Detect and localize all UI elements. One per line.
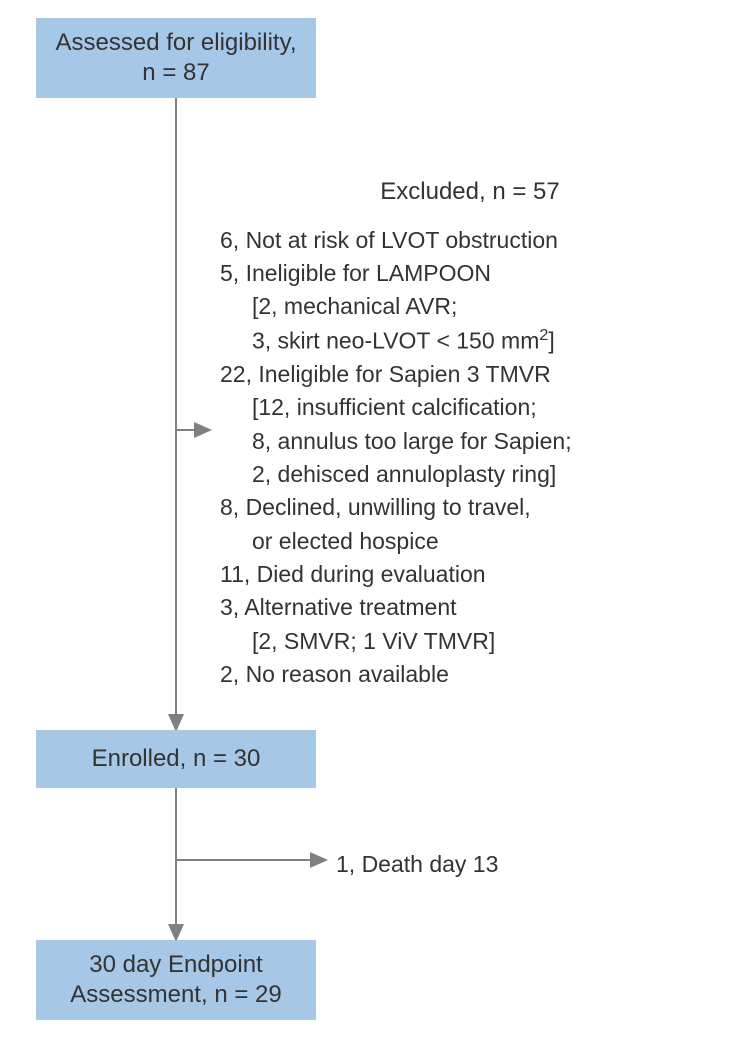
side-death: 1, Death day 13 [336, 848, 498, 881]
excluded-item: 5, Ineligible for LAMPOON [220, 257, 720, 290]
node-endpoint-line1: 30 day Endpoint [50, 950, 302, 980]
node-assessed-line2: n = 87 [50, 58, 302, 88]
node-enrolled-line1: Enrolled, n = 30 [50, 744, 302, 774]
excluded-title: Excluded, n = 57 [220, 175, 720, 210]
excluded-item: 11, Died during evaluation [220, 558, 720, 591]
death-item: 1, Death day 13 [336, 848, 498, 881]
excluded-item: 2, dehisced annuloplasty ring] [220, 458, 720, 491]
excluded-item: 3, skirt neo-LVOT < 150 mm2] [220, 324, 720, 358]
node-enrolled: Enrolled, n = 30 [36, 730, 316, 788]
node-assessed: Assessed for eligibility, n = 87 [36, 18, 316, 98]
excluded-item: [12, insufficient calcification; [220, 391, 720, 424]
excluded-item: 6, Not at risk of LVOT obstruction [220, 224, 720, 257]
excluded-item: 22, Ineligible for Sapien 3 TMVR [220, 358, 720, 391]
node-endpoint-line2: Assessment, n = 29 [50, 980, 302, 1010]
excluded-item: or elected hospice [220, 525, 720, 558]
node-endpoint: 30 day Endpoint Assessment, n = 29 [36, 940, 316, 1020]
side-excluded: Excluded, n = 57 6, Not at risk of LVOT … [220, 175, 720, 691]
node-assessed-line1: Assessed for eligibility, [50, 28, 302, 58]
excluded-item: 3, Alternative treatment [220, 591, 720, 624]
excluded-item: 2, No reason available [220, 658, 720, 691]
excluded-item: 8, annulus too large for Sapien; [220, 425, 720, 458]
excluded-item: 8, Declined, unwilling to travel, [220, 491, 720, 524]
excluded-item: [2, mechanical AVR; [220, 290, 720, 323]
excluded-item: [2, SMVR; 1 ViV TMVR] [220, 625, 720, 658]
